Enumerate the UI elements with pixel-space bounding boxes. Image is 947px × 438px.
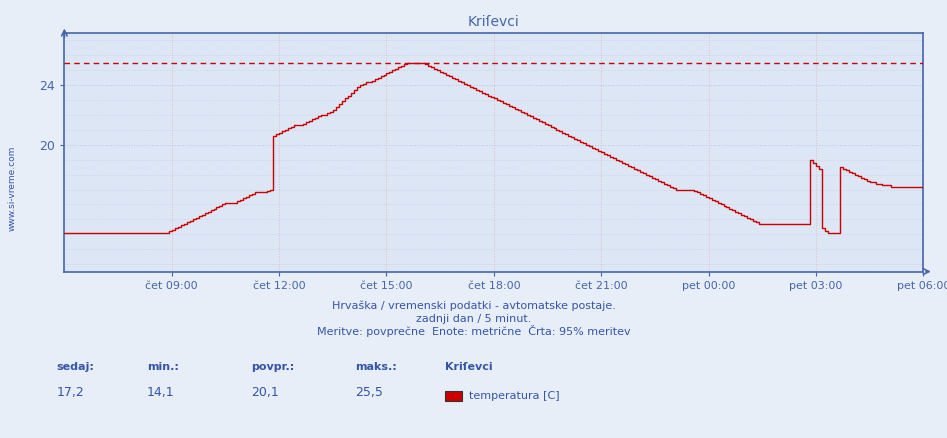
Text: zadnji dan / 5 minut.: zadnji dan / 5 minut. (416, 314, 531, 324)
Text: Meritve: povprečne  Enote: metrične  Črta: 95% meritev: Meritve: povprečne Enote: metrične Črta:… (316, 325, 631, 337)
Text: Hrvaška / vremenski podatki - avtomatske postaje.: Hrvaška / vremenski podatki - avtomatske… (331, 300, 616, 311)
Text: Kriſevci: Kriſevci (445, 362, 492, 372)
Text: povpr.:: povpr.: (251, 362, 295, 372)
Text: sedaj:: sedaj: (57, 362, 95, 372)
Text: 20,1: 20,1 (251, 386, 278, 399)
Text: 25,5: 25,5 (355, 386, 383, 399)
Text: min.:: min.: (147, 362, 179, 372)
Text: maks.:: maks.: (355, 362, 397, 372)
Text: 17,2: 17,2 (57, 386, 84, 399)
Text: temperatura [C]: temperatura [C] (469, 391, 560, 400)
Text: 14,1: 14,1 (147, 386, 174, 399)
Title: Kriſevci: Kriſevci (468, 15, 520, 29)
Text: www.si-vreme.com: www.si-vreme.com (8, 146, 17, 231)
